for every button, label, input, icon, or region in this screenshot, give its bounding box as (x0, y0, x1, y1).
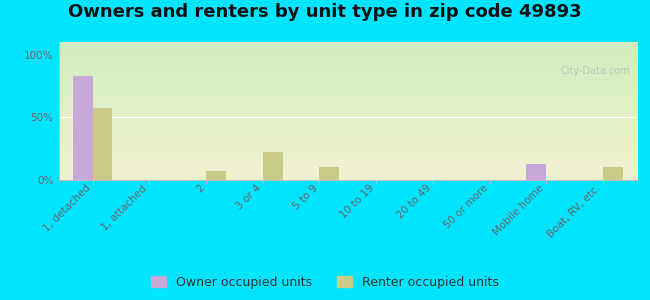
Text: 5 to 9: 5 to 9 (291, 183, 319, 212)
Legend: Owner occupied units, Renter occupied units: Owner occupied units, Renter occupied un… (146, 271, 504, 294)
Bar (526, 164, 546, 180)
Text: 2: 2 (194, 183, 206, 195)
Bar (206, 171, 226, 180)
Text: 50 or more: 50 or more (442, 183, 489, 231)
Bar (319, 167, 339, 180)
Bar (92, 109, 112, 180)
Bar (603, 167, 623, 180)
Text: 10 to 19: 10 to 19 (339, 183, 376, 221)
Text: 1, detached: 1, detached (42, 183, 92, 234)
Bar (263, 152, 283, 180)
Text: 1, attached: 1, attached (100, 183, 150, 232)
Text: Boat, RV, etc.: Boat, RV, etc. (546, 183, 603, 240)
Text: City-Data.com: City-Data.com (561, 66, 630, 76)
Bar (73, 76, 92, 180)
Text: Owners and renters by unit type in zip code 49893: Owners and renters by unit type in zip c… (68, 3, 582, 21)
Text: 3 or 4: 3 or 4 (234, 183, 263, 212)
Text: Mobile home: Mobile home (492, 183, 546, 237)
Text: 20 to 49: 20 to 49 (395, 183, 433, 221)
